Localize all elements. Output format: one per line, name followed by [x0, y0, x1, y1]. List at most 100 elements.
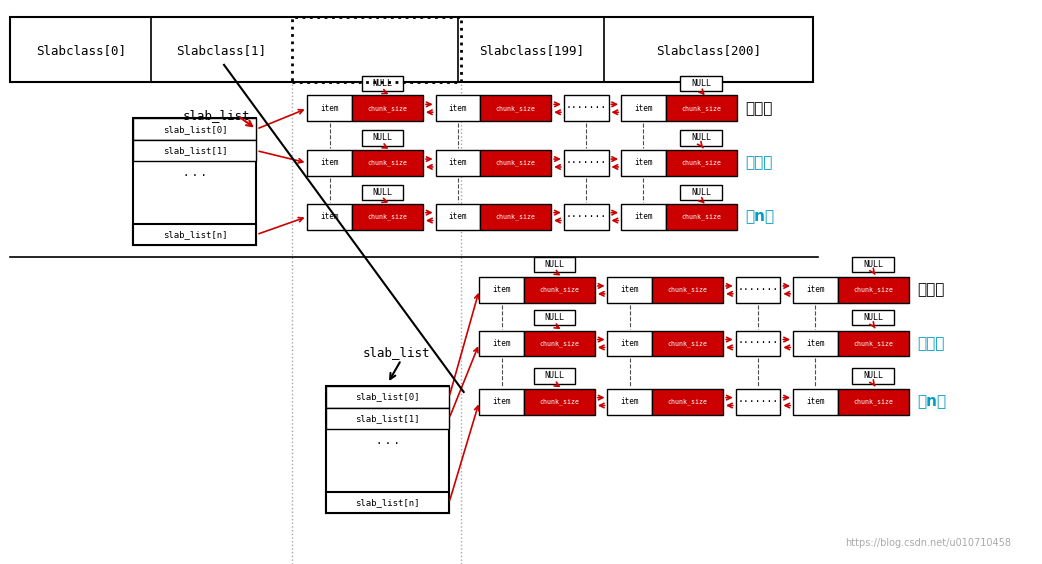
FancyBboxPatch shape [607, 331, 652, 356]
FancyBboxPatch shape [480, 95, 551, 121]
Text: NULL: NULL [691, 188, 712, 197]
FancyBboxPatch shape [607, 389, 652, 415]
FancyBboxPatch shape [326, 386, 449, 408]
FancyBboxPatch shape [534, 310, 575, 325]
Text: 第一页: 第一页 [917, 283, 944, 297]
FancyBboxPatch shape [133, 224, 256, 245]
FancyBboxPatch shape [680, 76, 722, 91]
Text: item: item [449, 104, 467, 113]
Text: item: item [449, 212, 467, 221]
Text: NULL: NULL [372, 80, 393, 88]
FancyBboxPatch shape [479, 277, 524, 303]
FancyBboxPatch shape [666, 95, 737, 121]
FancyBboxPatch shape [793, 331, 838, 356]
Text: chunk_size: chunk_size [681, 160, 721, 166]
Bar [292, 17, 461, 82]
Text: chunk_size: chunk_size [368, 213, 407, 220]
Text: chunk_size: chunk_size [496, 160, 536, 166]
Text: slab_list: slab_list [182, 109, 250, 122]
Text: https://blog.csdn.net/u010710458: https://blog.csdn.net/u010710458 [845, 537, 1011, 548]
Text: Slabclass[0]: Slabclass[0] [35, 44, 126, 58]
FancyBboxPatch shape [436, 95, 480, 121]
FancyBboxPatch shape [793, 277, 838, 303]
Text: chunk_size: chunk_size [540, 287, 579, 293]
Text: chunk_size: chunk_size [668, 287, 708, 293]
Text: NULL: NULL [544, 314, 565, 322]
Text: slab_list[0]: slab_list[0] [163, 125, 227, 134]
Text: 第二页: 第二页 [745, 156, 772, 170]
FancyBboxPatch shape [736, 277, 780, 303]
Text: chunk_size: chunk_size [540, 340, 579, 347]
Text: ·······: ······· [738, 338, 778, 349]
Text: Slabclass[1]: Slabclass[1] [176, 44, 267, 58]
Text: ·······: ······· [566, 212, 606, 222]
Text: chunk_size: chunk_size [853, 398, 893, 405]
FancyBboxPatch shape [326, 386, 449, 513]
Text: chunk_size: chunk_size [668, 398, 708, 405]
Text: 第n页: 第n页 [917, 394, 946, 409]
Text: item: item [621, 397, 639, 406]
Text: NULL: NULL [544, 372, 565, 380]
FancyBboxPatch shape [479, 389, 524, 415]
FancyBboxPatch shape [352, 95, 423, 121]
FancyBboxPatch shape [436, 150, 480, 176]
FancyBboxPatch shape [621, 204, 666, 230]
Text: slab_list[0]: slab_list[0] [355, 393, 420, 402]
FancyBboxPatch shape [436, 204, 480, 230]
Text: NULL: NULL [691, 80, 712, 88]
Text: slab_list[n]: slab_list[n] [163, 230, 227, 239]
Text: slab_list[1]: slab_list[1] [355, 414, 420, 423]
Text: · · ·: · · · [184, 169, 205, 183]
Text: item: item [493, 285, 511, 294]
Text: item: item [321, 212, 339, 221]
Text: NULL: NULL [372, 134, 393, 142]
Text: item: item [807, 397, 824, 406]
Text: 第n页: 第n页 [745, 209, 774, 224]
FancyBboxPatch shape [326, 492, 449, 513]
Text: slab_list[1]: slab_list[1] [163, 146, 227, 155]
FancyBboxPatch shape [564, 95, 609, 121]
Text: ·······: ······· [738, 285, 778, 295]
FancyBboxPatch shape [666, 150, 737, 176]
Text: item: item [635, 158, 652, 168]
FancyBboxPatch shape [480, 204, 551, 230]
FancyBboxPatch shape [564, 150, 609, 176]
Text: item: item [493, 339, 511, 348]
Text: ·······: ······· [566, 103, 606, 113]
Text: item: item [807, 285, 824, 294]
FancyBboxPatch shape [793, 389, 838, 415]
Text: 第一页: 第一页 [745, 101, 772, 116]
FancyBboxPatch shape [524, 277, 595, 303]
Text: slab_list[n]: slab_list[n] [355, 498, 420, 507]
FancyBboxPatch shape [652, 277, 723, 303]
Text: Slabclass[199]: Slabclass[199] [479, 44, 584, 58]
Text: item: item [807, 339, 824, 348]
Text: NULL: NULL [691, 134, 712, 142]
FancyBboxPatch shape [133, 118, 256, 140]
Text: chunk_size: chunk_size [540, 398, 579, 405]
Text: chunk_size: chunk_size [368, 160, 407, 166]
Text: item: item [635, 212, 652, 221]
FancyBboxPatch shape [307, 204, 352, 230]
Text: chunk_size: chunk_size [853, 287, 893, 293]
FancyBboxPatch shape [852, 368, 894, 384]
FancyBboxPatch shape [362, 185, 403, 200]
Text: NULL: NULL [863, 314, 884, 322]
FancyBboxPatch shape [352, 204, 423, 230]
FancyBboxPatch shape [362, 130, 403, 146]
Text: · · ·: · · · [377, 437, 398, 451]
FancyBboxPatch shape [852, 257, 894, 272]
FancyBboxPatch shape [621, 150, 666, 176]
Text: ·······: ······· [566, 158, 606, 168]
FancyBboxPatch shape [680, 130, 722, 146]
Text: chunk_size: chunk_size [496, 213, 536, 220]
Text: item: item [321, 158, 339, 168]
Text: chunk_size: chunk_size [853, 340, 893, 347]
Text: chunk_size: chunk_size [681, 105, 721, 112]
FancyBboxPatch shape [479, 331, 524, 356]
FancyBboxPatch shape [652, 389, 723, 415]
Text: NULL: NULL [372, 188, 393, 197]
Text: NULL: NULL [863, 372, 884, 380]
Text: chunk_size: chunk_size [368, 105, 407, 112]
Text: Slabclass[200]: Slabclass[200] [656, 44, 761, 58]
